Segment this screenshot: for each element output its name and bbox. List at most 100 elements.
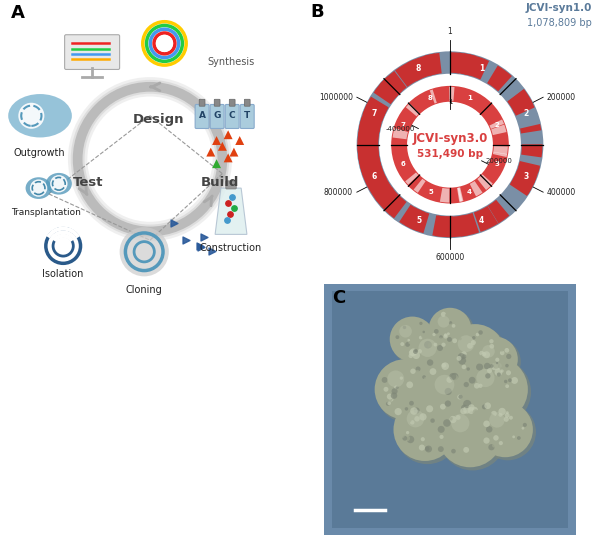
Wedge shape <box>392 128 408 139</box>
Circle shape <box>484 402 491 409</box>
Circle shape <box>411 325 415 328</box>
Circle shape <box>388 401 391 405</box>
Wedge shape <box>488 200 509 223</box>
Circle shape <box>412 352 420 359</box>
Circle shape <box>476 333 479 336</box>
Wedge shape <box>360 162 386 186</box>
Circle shape <box>442 363 449 370</box>
Circle shape <box>439 335 443 339</box>
Circle shape <box>476 369 494 387</box>
Text: 800000: 800000 <box>324 188 353 197</box>
Circle shape <box>419 322 422 325</box>
Circle shape <box>497 358 503 363</box>
Wedge shape <box>424 53 442 76</box>
Text: 4: 4 <box>467 189 472 195</box>
Circle shape <box>500 370 503 372</box>
Wedge shape <box>511 170 536 194</box>
Wedge shape <box>374 78 401 104</box>
Circle shape <box>417 449 422 454</box>
Circle shape <box>406 417 412 423</box>
Text: C: C <box>229 111 235 120</box>
Circle shape <box>409 425 415 431</box>
Circle shape <box>443 336 451 343</box>
Circle shape <box>490 414 496 421</box>
Circle shape <box>473 409 479 416</box>
Wedge shape <box>491 124 506 135</box>
Circle shape <box>424 377 428 382</box>
Text: JCVI-syn1.0: JCVI-syn1.0 <box>526 3 592 13</box>
Wedge shape <box>461 54 471 75</box>
Circle shape <box>438 446 444 452</box>
Circle shape <box>464 382 469 387</box>
Circle shape <box>409 446 415 452</box>
Polygon shape <box>224 130 233 139</box>
FancyBboxPatch shape <box>195 104 209 128</box>
Point <box>222 216 232 224</box>
Wedge shape <box>493 152 507 157</box>
Circle shape <box>463 382 468 387</box>
Circle shape <box>408 323 412 328</box>
Circle shape <box>419 413 427 420</box>
Text: Construction: Construction <box>200 243 262 253</box>
Text: 4: 4 <box>479 216 484 225</box>
Circle shape <box>447 333 450 335</box>
Circle shape <box>458 357 466 365</box>
Circle shape <box>377 361 438 423</box>
Circle shape <box>414 416 420 422</box>
Text: 8: 8 <box>416 64 421 73</box>
Circle shape <box>395 335 400 339</box>
Circle shape <box>505 384 509 388</box>
Wedge shape <box>457 187 463 202</box>
Text: JCVI-syn3.0: JCVI-syn3.0 <box>412 132 488 145</box>
Circle shape <box>409 354 413 358</box>
Circle shape <box>431 310 474 353</box>
Circle shape <box>461 365 466 369</box>
FancyBboxPatch shape <box>240 104 254 128</box>
Wedge shape <box>361 110 383 127</box>
Circle shape <box>434 375 454 394</box>
Circle shape <box>451 314 454 317</box>
Circle shape <box>409 401 414 406</box>
Circle shape <box>392 319 438 365</box>
Text: 200000: 200000 <box>485 158 512 164</box>
Circle shape <box>447 337 452 342</box>
Text: 6: 6 <box>401 161 406 167</box>
Circle shape <box>473 337 518 382</box>
Ellipse shape <box>8 94 72 138</box>
Circle shape <box>407 436 414 443</box>
Circle shape <box>421 335 424 338</box>
Circle shape <box>403 325 406 329</box>
Circle shape <box>422 375 426 379</box>
Circle shape <box>404 407 408 411</box>
FancyBboxPatch shape <box>65 35 119 69</box>
Wedge shape <box>405 173 418 185</box>
Wedge shape <box>510 174 535 196</box>
Circle shape <box>485 373 491 378</box>
Circle shape <box>470 438 473 442</box>
Circle shape <box>444 333 448 337</box>
Circle shape <box>458 362 465 369</box>
Circle shape <box>499 413 502 417</box>
Circle shape <box>405 327 470 392</box>
Wedge shape <box>359 155 381 171</box>
Text: 2: 2 <box>494 122 499 128</box>
Text: B: B <box>310 3 323 21</box>
Circle shape <box>441 312 446 317</box>
Circle shape <box>437 345 443 351</box>
Circle shape <box>510 364 513 367</box>
Circle shape <box>476 425 483 432</box>
Text: 3: 3 <box>523 171 529 181</box>
Wedge shape <box>375 82 397 103</box>
Circle shape <box>442 363 446 367</box>
Circle shape <box>467 343 473 349</box>
Text: C: C <box>332 289 345 307</box>
Polygon shape <box>212 136 221 145</box>
Circle shape <box>460 349 464 353</box>
Circle shape <box>506 354 511 359</box>
Polygon shape <box>224 153 233 162</box>
Wedge shape <box>449 87 455 101</box>
Circle shape <box>490 364 493 368</box>
Circle shape <box>465 361 470 366</box>
Circle shape <box>458 335 475 352</box>
Circle shape <box>387 394 393 400</box>
